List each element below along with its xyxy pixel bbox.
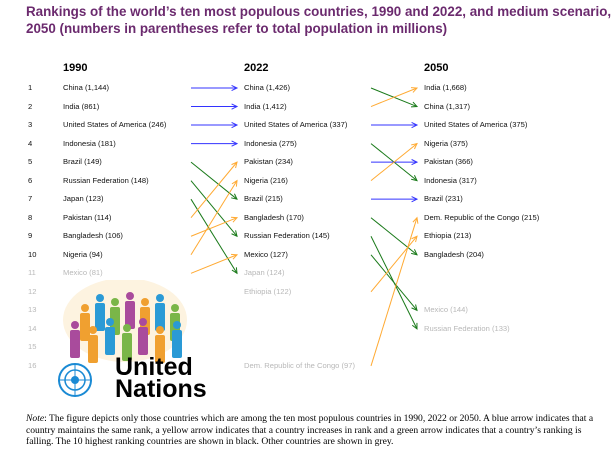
population-people-logo <box>55 278 195 405</box>
rank-number: 10 <box>28 249 37 259</box>
rank-number: 6 <box>28 175 33 185</box>
country-2050: Indonesia (317) <box>424 175 477 185</box>
country-2050: United States of America (375) <box>424 120 528 130</box>
country-2022: Pakistan (234) <box>244 157 293 167</box>
country-2022: Russian Federation (145) <box>244 231 330 241</box>
arrow-rank-up <box>370 235 418 293</box>
country-1990: Pakistan (114) <box>63 212 112 222</box>
country-2050: Nigeria (375) <box>424 138 468 148</box>
note-text: : The figure depicts only those countrie… <box>26 413 594 447</box>
country-2022: Ethiopia (122) <box>244 286 292 296</box>
country-1990: Mexico (81) <box>63 268 103 278</box>
header-2022: 2022 <box>244 62 269 74</box>
arrow-same-rank <box>371 196 419 203</box>
rank-number: 9 <box>28 231 33 241</box>
country-1990: China (1,144) <box>63 83 110 92</box>
rank-number: 16 <box>28 360 37 370</box>
arrow-rank-up <box>190 216 239 237</box>
country-1990: India (861) <box>63 101 100 111</box>
country-2050: Mexico (144) <box>424 305 468 315</box>
arrow-rank-up <box>370 216 419 367</box>
note-label: Note <box>26 413 45 424</box>
rank-number: 7 <box>28 194 33 204</box>
rank-number: 1 <box>28 83 33 92</box>
country-1990: Bangladesh (106) <box>63 231 123 241</box>
arrow-rank-up <box>370 87 419 107</box>
rank-number: 14 <box>28 323 37 333</box>
arrow-rank-up <box>190 179 238 256</box>
rank-number: 2 <box>28 101 33 111</box>
arrow-same-rank <box>191 140 239 147</box>
country-2050: Bangladesh (204) <box>424 249 484 259</box>
arrow-rank-up <box>190 161 238 219</box>
country-2022: Indonesia (275) <box>244 138 297 148</box>
rank-number: 8 <box>28 212 33 222</box>
country-2050: Dem. Republic of the Congo (215) <box>424 212 540 222</box>
rank-number: 5 <box>28 157 33 167</box>
country-2022: Bangladesh (170) <box>244 212 304 222</box>
arrow-rank-up <box>190 253 239 274</box>
country-2022: China (1,426) <box>244 83 291 92</box>
country-1990: Nigeria (94) <box>63 249 103 259</box>
country-2050: Russian Federation (133) <box>424 323 510 333</box>
arrow-same-rank <box>371 121 419 129</box>
country-1990: Indonesia (181) <box>63 138 116 148</box>
rank-number: 15 <box>28 342 37 352</box>
arrow-same-rank <box>191 121 239 129</box>
header-2050: 2050 <box>424 62 449 74</box>
country-2050: China (1,317) <box>424 101 471 111</box>
country-1990: Brazil (149) <box>63 157 102 167</box>
country-2022: Brazil (215) <box>244 194 283 204</box>
country-2050: Pakistan (366) <box>424 157 473 167</box>
country-2022: Nigeria (216) <box>244 175 288 185</box>
rank-number: 3 <box>28 120 33 130</box>
arrow-rank-down <box>190 198 238 275</box>
arrow-rank-down <box>370 254 418 312</box>
rank-number: 13 <box>28 305 37 315</box>
un-emblem-icon <box>58 363 92 397</box>
header-1990: 1990 <box>63 62 88 74</box>
rank-number: 4 <box>28 138 33 148</box>
arrow-same-rank <box>191 84 239 92</box>
arrow-rank-down <box>190 180 238 238</box>
country-2022: Mexico (127) <box>244 249 288 259</box>
arrow-rank-up <box>370 142 418 182</box>
arrow-rank-down <box>370 217 418 256</box>
country-1990: Russian Federation (148) <box>63 175 149 185</box>
note: Note: The figure depicts only those coun… <box>26 413 606 448</box>
country-2050: Brazil (231) <box>424 194 463 204</box>
country-1990: United States of America (246) <box>63 120 167 130</box>
country-2050: Ethiopia (213) <box>424 231 472 241</box>
arrow-rank-down <box>190 161 238 200</box>
country-2022: Dem. Republic of the Congo (97) <box>244 360 356 370</box>
rank-number: 12 <box>28 286 37 296</box>
rank-number: 11 <box>28 268 36 278</box>
country-2022: Japan (124) <box>244 268 285 278</box>
country-2050: India (1,668) <box>424 83 467 92</box>
un-logo-text: United Nations <box>115 353 207 403</box>
country-2022: India (1,412) <box>244 101 287 111</box>
figure-title: Rankings of the world’s ten most populou… <box>26 4 612 36</box>
arrow-same-rank <box>191 103 239 110</box>
country-2022: United States of America (337) <box>244 120 348 130</box>
country-1990: Japan (123) <box>63 194 104 204</box>
